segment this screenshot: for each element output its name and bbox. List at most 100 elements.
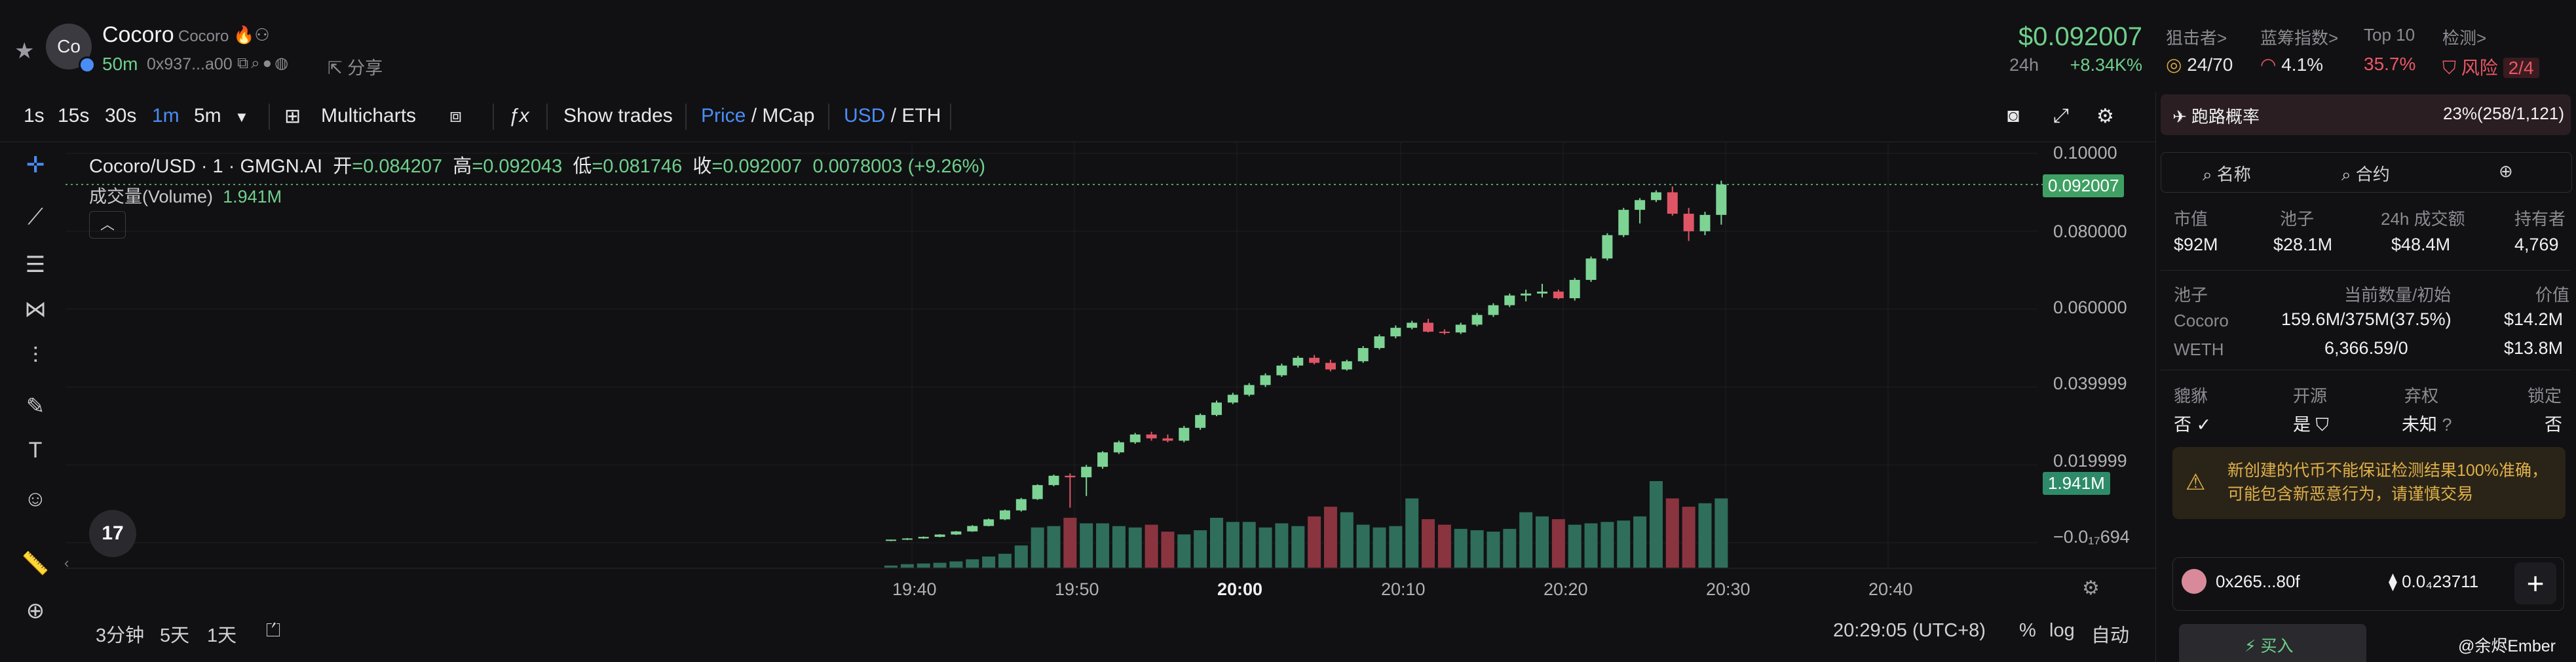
pool-token-amount: 159.6M/375M(37.5%) — [2281, 309, 2452, 329]
check-label[interactable]: 检测> — [2442, 28, 2487, 48]
candle-body — [918, 537, 929, 539]
search-icon[interactable]: ⌕ — [251, 54, 263, 72]
collapse-legend-button[interactable]: ︿ — [89, 211, 126, 239]
multicharts-button[interactable]: Multicharts — [321, 105, 417, 127]
token-address[interactable]: 0x937...a00 — [147, 55, 233, 73]
settings-gear-icon[interactable]: ⚙ — [2096, 106, 2114, 127]
runner-icon: ✈ — [2172, 107, 2187, 127]
collapse-toolbar-icon[interactable]: ‹ — [64, 555, 69, 571]
candle-body — [1243, 385, 1255, 395]
interval-1s[interactable]: 1s — [24, 105, 45, 127]
interval-5m[interactable]: 5m — [194, 105, 221, 127]
add-chart-icon[interactable]: ⊞ — [284, 106, 301, 127]
security-label: 弃权 — [2404, 386, 2439, 406]
candle-body — [1325, 362, 1336, 370]
token-name: Cocoro — [102, 22, 174, 47]
divider — [2161, 270, 2571, 271]
clock[interactable]: 20:29:05 (UTC+8) — [1833, 620, 1986, 641]
sniper-label[interactable]: 狙击者> — [2166, 28, 2227, 48]
buy-tab[interactable] — [2179, 624, 2366, 662]
security-label: 开源 — [2293, 386, 2328, 406]
currency-toggle[interactable]: USD / ETH — [844, 105, 941, 127]
interval-dropdown-icon[interactable]: ▼ — [235, 109, 249, 125]
zoom-in-icon[interactable]: ⊕ — [26, 598, 45, 623]
top10-label[interactable]: Top 10 — [2364, 25, 2415, 45]
wallet-selector[interactable] — [2172, 557, 2564, 611]
twitter-icon[interactable]: ● — [262, 54, 275, 72]
pool-value: $28.1M — [2273, 235, 2333, 254]
range-1d[interactable]: 1天 — [207, 625, 237, 646]
eye-icon: ⚇ — [254, 25, 270, 45]
website-icon[interactable]: ◍ — [275, 54, 292, 72]
interval-15s[interactable]: 15s — [58, 105, 90, 127]
candle-body — [1097, 452, 1108, 467]
tradingview-logo[interactable]: 17 — [89, 510, 136, 557]
chart-toolbar — [0, 92, 2155, 142]
stat-label: 市值 — [2174, 209, 2208, 229]
candle-body — [1390, 328, 1401, 337]
bluechip-label[interactable]: 蓝筹指数> — [2260, 28, 2339, 48]
fib-lines-icon[interactable]: ☰ — [25, 252, 46, 277]
brush-icon[interactable]: ✎ — [26, 394, 45, 419]
mcap-option[interactable]: MCap — [762, 105, 815, 127]
volume-bar — [1047, 526, 1061, 568]
globe-icon[interactable]: ⊕ — [2499, 161, 2513, 181]
volume-bar — [1340, 512, 1354, 568]
ruler-icon[interactable]: 📏 — [21, 551, 50, 576]
buy-tab-label[interactable]: ⚡ 买入 — [2245, 633, 2294, 657]
risk-badge: 2/4 — [2503, 58, 2539, 78]
date-range-icon[interactable]: ⏍ — [266, 620, 281, 641]
price-option[interactable]: Price — [701, 105, 746, 127]
search-name-tab[interactable]: ⌕ 名称 — [2203, 161, 2251, 185]
stat-label: 持有者 — [2514, 209, 2566, 229]
candle-body — [1569, 280, 1580, 298]
open-value: =0.084207 — [352, 156, 443, 177]
emoji-icon[interactable]: ☺ — [24, 486, 47, 511]
bluechip-value: ◠ 4.1% — [2260, 54, 2323, 75]
volume-bar — [1323, 507, 1337, 568]
star-icon[interactable]: ★ — [14, 39, 35, 64]
divider — [493, 104, 494, 130]
volume-bar — [982, 556, 996, 568]
candle-body — [983, 519, 994, 526]
range-3min[interactable]: 3分钟 — [96, 625, 145, 646]
interval-30s[interactable]: 30s — [105, 105, 137, 127]
avatar-text: Co — [57, 36, 81, 56]
crosshair-icon[interactable]: ✛ — [26, 153, 45, 178]
text-tool-icon[interactable]: T — [28, 438, 43, 463]
usd-option[interactable]: USD — [844, 105, 886, 127]
range-5d[interactable]: 5天 — [160, 625, 190, 646]
forecast-icon[interactable]: ⫶ — [32, 343, 39, 368]
percent-toggle[interactable]: % — [2019, 620, 2036, 641]
log-toggle[interactable]: log — [2049, 620, 2075, 641]
auto-toggle[interactable]: 自动 — [2091, 625, 2130, 646]
volume-value: 1.941M — [223, 187, 282, 206]
candle-body — [1293, 357, 1304, 366]
candle-body — [1374, 336, 1385, 348]
price-chart[interactable] — [66, 142, 2155, 578]
volume-bar — [1194, 530, 1207, 568]
compare-icon[interactable]: ⧈ — [449, 105, 463, 127]
eth-option[interactable]: ETH — [901, 105, 941, 127]
show-trades-button[interactable]: Show trades — [563, 105, 673, 127]
help-icon[interactable]: ? — [2442, 415, 2452, 435]
candle-body — [1471, 315, 1483, 325]
volume-bar — [1584, 523, 1598, 568]
search-icon: ⌕ — [2341, 165, 2351, 184]
wallet-balance-text: 0.0₄23711 — [2402, 572, 2479, 591]
interval-1m[interactable]: 1m — [152, 105, 180, 127]
indicators-icon[interactable]: ƒx — [508, 105, 529, 127]
trendline-icon[interactable]: ⟋ — [28, 204, 43, 229]
fullscreen-icon[interactable]: ⤢ — [2053, 105, 2069, 127]
add-wallet-button[interactable]: + — [2514, 562, 2556, 604]
copy-icon[interactable]: ⧉ — [237, 54, 252, 72]
volume-bar — [1714, 498, 1728, 568]
price-mcap-toggle[interactable]: Price / MCap — [701, 105, 814, 127]
share-button[interactable]: ⇱ 分享 — [328, 54, 383, 79]
camera-icon[interactable]: ◙ — [2007, 105, 2020, 127]
pattern-icon[interactable]: ⋈ — [24, 297, 47, 322]
chart-settings-icon[interactable]: ⚙ — [2082, 577, 2100, 599]
search-contract-tab[interactable]: ⌕ 合约 — [2341, 161, 2390, 185]
volume-bar — [1470, 530, 1484, 568]
social-icons[interactable]: ⧉⌕●◍ — [237, 54, 291, 73]
